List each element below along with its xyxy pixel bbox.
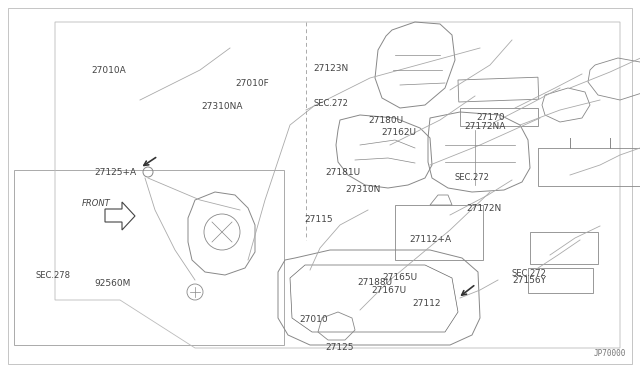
Text: 92560M: 92560M — [95, 279, 131, 288]
Text: 27167U: 27167U — [371, 286, 406, 295]
Text: 27125: 27125 — [326, 343, 355, 352]
Bar — [458, 77, 539, 102]
Text: 27310NA: 27310NA — [201, 102, 243, 110]
Text: SEC.272: SEC.272 — [512, 269, 547, 278]
Text: SEC.272: SEC.272 — [314, 99, 348, 108]
Text: 27010: 27010 — [300, 315, 328, 324]
Text: 27123N: 27123N — [314, 64, 349, 73]
Text: 27170: 27170 — [477, 113, 506, 122]
Text: 27115: 27115 — [304, 215, 333, 224]
Text: SEC.278: SEC.278 — [35, 271, 70, 280]
Bar — [528, 268, 593, 293]
Text: 27162U: 27162U — [381, 128, 417, 137]
Bar — [14, 170, 284, 345]
Text: 27188U: 27188U — [358, 278, 393, 287]
Text: 27112: 27112 — [413, 299, 442, 308]
Text: SEC.272: SEC.272 — [454, 173, 489, 182]
Bar — [530, 232, 598, 264]
Text: 27165U: 27165U — [383, 273, 418, 282]
Text: 27172NA: 27172NA — [465, 122, 506, 131]
Bar — [460, 108, 538, 126]
Text: JP70000: JP70000 — [594, 349, 626, 358]
Text: 27181U: 27181U — [326, 169, 361, 177]
Text: 27010F: 27010F — [236, 79, 269, 88]
Text: FRONT: FRONT — [82, 199, 111, 208]
Text: 27172N: 27172N — [466, 204, 501, 213]
Text: 27010A: 27010A — [92, 66, 126, 75]
Text: 27156Y: 27156Y — [512, 276, 546, 285]
Text: 27112+A: 27112+A — [410, 235, 452, 244]
Text: 27310N: 27310N — [346, 185, 381, 194]
Text: 27125+A: 27125+A — [95, 169, 137, 177]
Bar — [538, 148, 640, 186]
Text: 27180U: 27180U — [368, 116, 403, 125]
Bar — [395, 205, 483, 260]
